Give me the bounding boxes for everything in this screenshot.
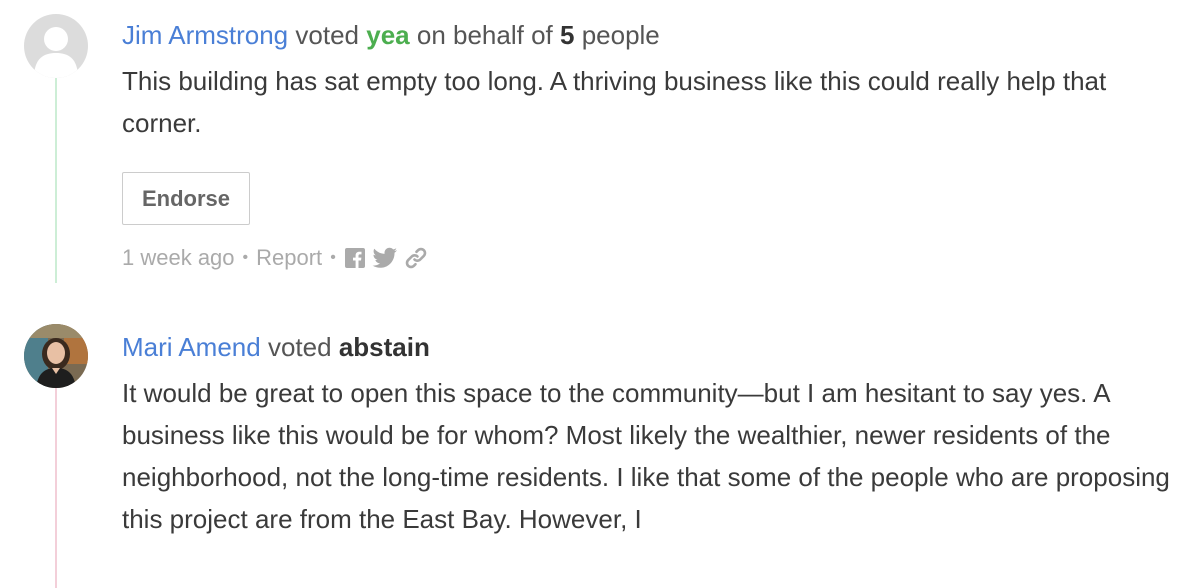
thread-line — [55, 388, 57, 588]
link-icon[interactable] — [404, 246, 428, 270]
facebook-icon[interactable] — [344, 247, 366, 269]
twitter-icon[interactable] — [372, 247, 398, 269]
report-link[interactable]: Report — [256, 245, 323, 270]
behalf-count: 5 — [559, 20, 575, 50]
behalf-suffix: people — [581, 20, 660, 50]
comment-meta: 1 week ago • Report • — [122, 245, 1178, 271]
vote-value: abstain — [338, 332, 430, 362]
author-link[interactable]: Jim Armstrong — [122, 20, 289, 50]
timestamp: 1 week ago — [122, 245, 235, 270]
comment-headline: Mari Amend voted abstain — [122, 329, 1178, 365]
thread-line — [55, 78, 57, 283]
separator-dot: • — [242, 249, 249, 266]
behalf-prefix: on behalf of — [416, 20, 553, 50]
author-link[interactable]: Mari Amend — [122, 332, 261, 362]
comment-headline: Jim Armstrong voted yea on behalf of 5 p… — [122, 17, 1178, 53]
vote-value: yea — [366, 20, 410, 50]
comment-text: It would be great to open this space to … — [122, 378, 1170, 534]
avatar-photo[interactable] — [24, 324, 88, 388]
comment-text: This building has sat empty too long. A … — [122, 66, 1107, 138]
vote-verb: voted — [295, 20, 359, 50]
separator-dot: • — [330, 249, 336, 266]
avatar-default[interactable] — [24, 14, 88, 78]
endorse-button[interactable]: Endorse — [122, 172, 251, 225]
vote-verb: voted — [267, 332, 332, 362]
